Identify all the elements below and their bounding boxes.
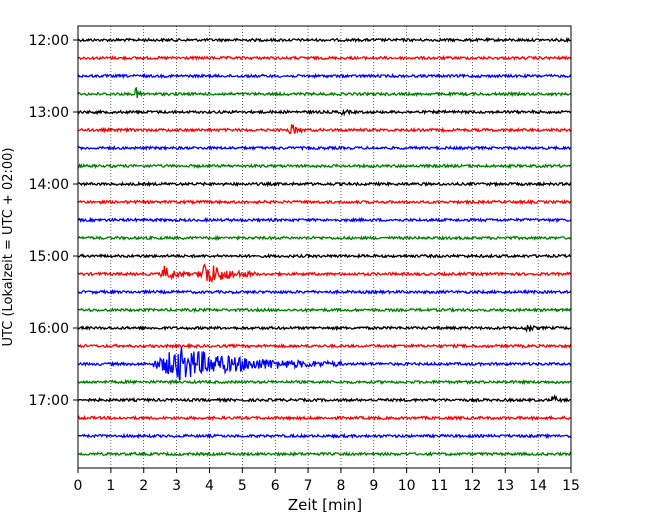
- x-tick-label: 11: [431, 478, 449, 494]
- x-tick-label: 0: [74, 478, 83, 494]
- seismic-trace: [77, 36, 572, 44]
- y-tick-label: 12:00: [29, 33, 69, 49]
- seismic-trace: [77, 162, 572, 170]
- seismic-trace: [77, 234, 572, 242]
- seismic-trace: [77, 216, 572, 224]
- x-axis-label: Zeit [min]: [288, 496, 362, 514]
- x-tick-label: 3: [172, 478, 181, 494]
- y-tick-label: 15:00: [29, 249, 69, 265]
- x-tick-label: 15: [562, 478, 580, 494]
- x-tick-label: 14: [529, 478, 547, 494]
- seismic-trace: [77, 108, 572, 117]
- x-tick-label: 6: [271, 478, 280, 494]
- seismic-trace: [77, 414, 572, 422]
- y-tick-label: 14:00: [29, 177, 69, 193]
- seismic-trace: [77, 342, 572, 350]
- y-axis-ticks: 12:00 13:00 14:00 15:00 16:00 17:00: [29, 33, 78, 409]
- seismic-trace: [77, 54, 572, 61]
- x-tick-label: 2: [139, 478, 148, 494]
- seismic-trace: [77, 252, 572, 260]
- seismic-trace: [77, 72, 572, 80]
- x-tick-label: 10: [398, 478, 416, 494]
- y-tick-label: 13:00: [29, 105, 69, 121]
- x-tick-label: 4: [205, 478, 214, 494]
- seismic-trace: [77, 144, 572, 152]
- plot-frame: [77, 25, 572, 469]
- x-tick-label: 8: [336, 478, 345, 494]
- seismic-trace: [77, 263, 572, 283]
- seismic-trace: [77, 378, 572, 386]
- seismic-trace: [77, 347, 572, 381]
- x-tick-label: 9: [369, 478, 378, 494]
- seismic-trace: [77, 86, 572, 99]
- seismic-trace: [77, 394, 571, 404]
- seismic-trace: [77, 450, 572, 458]
- x-tick-label: 7: [304, 478, 313, 494]
- seismic-trace: [77, 180, 572, 188]
- x-tick-label: 1: [106, 478, 115, 494]
- x-tick-label: 5: [238, 478, 247, 494]
- seismic-trace: [77, 124, 572, 135]
- y-axis-label: UTC (Lokalzeit = UTC + 02:00): [1, 148, 16, 347]
- y-tick-label: 16:00: [29, 321, 69, 337]
- seismic-trace: [77, 288, 572, 296]
- x-tick-label: 13: [496, 478, 514, 494]
- traces: [77, 36, 572, 458]
- x-axis-ticks: 0 1 2 3 4 5 6 7 8 9 10 11 12 13 14 15: [74, 468, 580, 494]
- seismic-trace: [77, 306, 572, 314]
- seismic-trace: [77, 198, 572, 206]
- seismic-trace: [78, 432, 572, 440]
- x-tick-label: 12: [463, 478, 481, 494]
- seismic-trace: [77, 324, 572, 333]
- y-tick-label: 17:00: [29, 393, 69, 409]
